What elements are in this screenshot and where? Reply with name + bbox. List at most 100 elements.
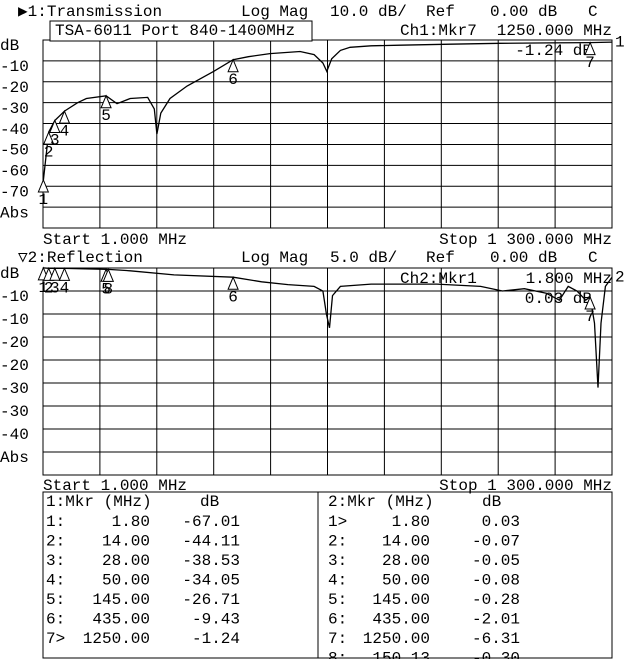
marker-id: 2: [46, 533, 65, 551]
marker-db: -2.01 [472, 611, 520, 629]
marker [58, 109, 71, 124]
channel-title: ▽2:Reflection [18, 249, 143, 267]
marker-label: 5 [101, 107, 111, 125]
table-frame [42, 491, 613, 659]
y-scale-label: Abs [0, 204, 29, 222]
marker-label: 1 [39, 191, 49, 209]
marker-db: -38.53 [182, 552, 240, 570]
marker-db: -0.30 [472, 650, 520, 659]
marker-label: 6 [228, 288, 238, 306]
y-scale-label: -10 [0, 58, 29, 76]
marker [584, 295, 596, 310]
marker-id: 1> [328, 513, 347, 531]
marker-id: 5: [328, 591, 347, 609]
marker [102, 268, 115, 282]
marker-mhz: 1250.00 [83, 630, 150, 648]
marker-id: 1: [46, 513, 65, 531]
marker-mhz: 1.80 [392, 513, 430, 531]
trace-label: 2 [615, 268, 625, 286]
marker-mhz: 1250.00 [363, 630, 430, 648]
marker-label: 4 [60, 280, 70, 298]
table-title: 2:Mkr (MHz) [328, 493, 434, 511]
y-scale-label: -20 [0, 357, 29, 375]
marker-db: -67.01 [182, 513, 240, 531]
y-scale-label: -70 [0, 183, 29, 201]
marker-db: -6.31 [472, 630, 520, 648]
marker-id: 6: [328, 611, 347, 629]
marker-mhz: 28.00 [102, 552, 150, 570]
marker-mhz: 150.13 [372, 650, 430, 659]
y-scale-label: -40 [0, 121, 29, 139]
format: Log Mag [241, 3, 308, 21]
marker-label: 1 [39, 279, 49, 297]
marker-mhz: 14.00 [382, 533, 430, 551]
y-scale-label: -20 [0, 334, 29, 352]
marker-id: 2: [328, 533, 347, 551]
marker-id: 3: [46, 552, 65, 570]
scale: 5.0 dB/ [330, 249, 397, 267]
marker-label: 3 [50, 279, 60, 297]
marker [58, 267, 71, 281]
marker-db: -9.43 [192, 611, 240, 629]
marker-value: -1.24 dB [515, 42, 592, 60]
marker-mhz: 50.00 [102, 572, 150, 590]
trace-label: 1 [615, 33, 625, 51]
marker [37, 178, 50, 193]
y-scale-label: -50 [0, 142, 29, 160]
marker-readout: Ch1:Mkr7 [400, 22, 477, 40]
y-scale-label: -30 [0, 380, 29, 398]
marker [584, 41, 596, 56]
y-scale-label: Abs [0, 449, 29, 467]
trace [43, 267, 613, 388]
marker-id: 5: [46, 591, 65, 609]
y-scale-label: -10 [0, 288, 29, 306]
marker-db: -44.11 [182, 533, 240, 551]
marker-label: 5 [101, 281, 111, 299]
y-scale-label: -10 [0, 311, 29, 329]
marker-db: -26.71 [182, 591, 240, 609]
scale: 10.0 dB/ [330, 3, 407, 21]
channel-title: ▶1:Transmission [18, 3, 162, 21]
marker-id: 6: [46, 611, 65, 629]
marker-mhz: 145.00 [92, 591, 150, 609]
marker [49, 119, 61, 133]
start-freq: Start 1.000 MHz [43, 477, 187, 495]
marker-mhz: 1.80 [112, 513, 150, 531]
marker-mhz: 435.00 [372, 611, 430, 629]
marker [49, 266, 61, 281]
marker-label: 2 [44, 280, 54, 298]
marker-id: 3: [328, 552, 347, 570]
y-scale-label: -30 [0, 100, 29, 118]
marker-label: 8 [104, 281, 114, 299]
y-scale-label: -20 [0, 79, 29, 97]
marker-db: -34.05 [182, 572, 240, 590]
marker-mhz: 145.00 [372, 591, 430, 609]
marker-freq: 1.800 MHz [526, 270, 612, 288]
marker-db: -0.07 [472, 533, 520, 551]
ref-label: Ref [426, 249, 455, 267]
subtitle: TSA-6011 Port 840-1400MHz [55, 22, 295, 40]
marker-id: 4: [46, 572, 65, 590]
marker-mhz: 14.00 [102, 533, 150, 551]
marker-mhz: 50.00 [382, 572, 430, 590]
marker-db: -1.24 [192, 630, 240, 648]
marker [227, 275, 239, 290]
marker-db: 0.03 [482, 513, 520, 531]
flag: C [588, 3, 598, 21]
marker-label: 7 [585, 54, 595, 72]
table-unit: dB [200, 493, 219, 511]
y-scale-label: -30 [0, 403, 29, 421]
stop-freq: Stop 1 300.000 MHz [439, 477, 612, 495]
ref-value: 0.00 dB [490, 249, 557, 267]
format: Log Mag [241, 249, 308, 267]
marker-mhz: 435.00 [92, 611, 150, 629]
y-scale-label: dB [0, 37, 19, 55]
table-unit: dB [482, 493, 501, 511]
y-scale-label: dB [0, 265, 19, 283]
marker-freq: 1250.000 MHz [497, 22, 612, 40]
ref-label: Ref [426, 3, 455, 21]
marker-id: 7> [46, 630, 65, 648]
marker-db: -0.28 [472, 591, 520, 609]
